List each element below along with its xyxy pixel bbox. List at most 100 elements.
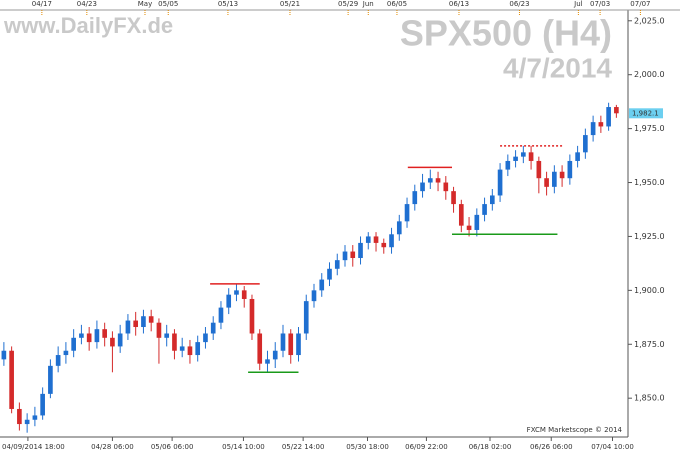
candle-body (102, 329, 107, 338)
last-price-box (629, 108, 663, 119)
top-tick-label: 06/05 (387, 0, 407, 8)
candle-body (521, 152, 526, 157)
candle-body (606, 107, 611, 127)
candle-body (40, 393, 45, 416)
candle-body (86, 333, 92, 343)
top-tick-label: May (138, 0, 152, 8)
candle-body (125, 320, 131, 334)
candle-body (110, 337, 115, 347)
top-tick-label: Jul (573, 0, 583, 8)
candle-body (358, 242, 363, 259)
x-tick-label: 06/26 06:00 (530, 443, 573, 451)
candle-body (559, 171, 565, 179)
candle-body (451, 191, 456, 205)
x-tick-label: 05/22 14:00 (282, 443, 325, 451)
candle-body (396, 221, 402, 235)
y-tick-label: 2,025.0 (634, 16, 665, 25)
candle-body (265, 359, 270, 364)
y-tick-label: 1,950.0 (634, 178, 665, 187)
credit: FXCM Marketscope © 2014 (527, 426, 623, 434)
candle-body (443, 182, 449, 192)
candle-body (195, 342, 201, 356)
candle-body (389, 234, 394, 248)
top-tick-label: 07/07 (630, 0, 650, 8)
candle-body (141, 316, 146, 328)
candle-body (272, 350, 278, 360)
candle-body (365, 236, 371, 243)
candle-body (311, 290, 317, 302)
y-tick-label: 1,850.0 (634, 394, 665, 403)
candle-body (350, 251, 356, 259)
candle-body (226, 294, 232, 308)
candle-body (505, 160, 511, 170)
x-tick-label: 05/30 18:00 (346, 443, 389, 451)
top-tick-label: 07/03 (590, 0, 610, 8)
y-tick-label: 1,900.0 (634, 286, 665, 295)
candle-body (210, 322, 216, 334)
candle-body (342, 251, 348, 261)
candle-body (280, 333, 286, 351)
candle-body (296, 333, 301, 356)
top-tick-label: 04/23 (77, 0, 97, 8)
candle-body (381, 242, 387, 248)
chart-title: SPX500 (H4) (400, 13, 612, 54)
candle-body (24, 419, 30, 425)
candle-body (489, 195, 495, 205)
candle-body (63, 350, 69, 356)
candle-body (288, 333, 294, 356)
candle-body (614, 107, 619, 114)
candle-body (404, 204, 410, 222)
top-tick-label: 05/13 (218, 0, 238, 8)
top-tick-label: 06/23 (509, 0, 529, 8)
candle-body (327, 268, 332, 280)
candle-body (536, 160, 542, 179)
candle-body (528, 152, 534, 161)
candle-body (117, 333, 123, 347)
y-tick-label: 1,875.0 (634, 340, 665, 349)
candle-body (234, 290, 239, 295)
x-tick-label: 07/04 10:00 (591, 443, 634, 451)
x-tick-label: 04/09/2014 18:00 (2, 443, 65, 451)
candle-body (179, 346, 185, 351)
candle-body (590, 122, 596, 136)
candle-body (71, 337, 76, 351)
top-tick-label: 04/17 (32, 0, 52, 8)
candle-body (55, 355, 61, 366)
top-tick-label: 05/29 (338, 0, 358, 8)
candle-body (156, 322, 162, 338)
candle-body (420, 182, 425, 192)
candle-body (412, 191, 418, 205)
candle-body (552, 171, 557, 187)
candle-body (544, 178, 549, 187)
candle-body (241, 290, 247, 299)
candle-body (133, 320, 139, 328)
candle-body (482, 204, 487, 215)
x-tick-label: 04/28 06:00 (91, 443, 134, 451)
candle-body (567, 160, 573, 179)
candle-body (427, 178, 433, 183)
candle-body (513, 156, 518, 161)
candle-body (598, 122, 604, 127)
x-tick-label: 05/06 06:00 (151, 443, 194, 451)
candle-body (435, 178, 441, 183)
candle-body (575, 152, 580, 161)
x-tick-label: 06/09 22:00 (405, 443, 448, 451)
candle-body (32, 415, 38, 420)
candle-body (466, 225, 472, 230)
y-tick-label: 1,975.0 (634, 124, 665, 133)
candle-body (249, 298, 255, 334)
candle-body (474, 214, 480, 230)
top-tick-label: 05/05 (158, 0, 178, 8)
candle-body (17, 408, 22, 425)
candle-body (187, 346, 193, 356)
candle-body (319, 279, 325, 291)
candle-body (94, 329, 100, 343)
candle-body (583, 135, 588, 153)
candle-body (497, 169, 503, 196)
candle-body (257, 333, 263, 364)
candle-body (458, 204, 464, 226)
candle-body (218, 307, 224, 323)
candle-body (148, 316, 154, 323)
